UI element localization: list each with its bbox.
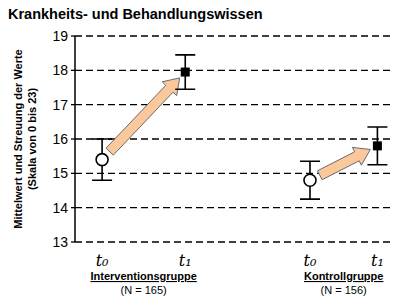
group-label: Kontrollgruppe <box>304 270 383 282</box>
group-size: (N = 156) <box>321 284 367 296</box>
title: Krankheits- und Behandlungswissen <box>8 6 263 22</box>
y-tick-label: 18 <box>52 62 68 78</box>
grid-line <box>75 70 390 71</box>
plot-area <box>92 55 387 199</box>
y-tick-label: 16 <box>52 131 68 147</box>
y-axis-label: Mittelwert und Streuung der Werte <box>12 49 24 228</box>
marker-circle <box>96 154 108 166</box>
y-tick-label: 17 <box>52 97 68 113</box>
error-bar <box>175 55 195 89</box>
arrow <box>318 147 371 179</box>
error-bar <box>92 139 112 180</box>
y-tick-label: 15 <box>52 165 68 181</box>
y-tick-label: 19 <box>52 28 68 44</box>
x-tick-label: t₁ <box>179 251 192 270</box>
marker-circle <box>304 174 316 186</box>
x-tick-label: t₀ <box>304 251 317 270</box>
grid-line <box>75 241 390 242</box>
marker-square <box>373 141 382 150</box>
x-tick-label: t₁ <box>371 251 384 270</box>
grid-line <box>75 35 390 36</box>
error-bar <box>367 127 387 165</box>
grid-line <box>75 207 390 208</box>
x-tick-label: t₀ <box>96 251 109 270</box>
y-axis <box>74 36 76 242</box>
chart: Krankheits- und Behandlungswissen Mittelw… <box>0 0 400 300</box>
error-bar <box>300 161 320 199</box>
y-tick-label: 14 <box>52 200 68 216</box>
marker-square <box>181 68 190 77</box>
group-label: Interventionsgruppe <box>90 270 196 282</box>
grid-line <box>75 104 390 105</box>
y-axis-label: (Skala von 0 bis 23) <box>26 88 38 190</box>
group-size: (N = 165) <box>121 284 167 296</box>
chart-container: Krankheits- und Behandlungswissen Mittelw… <box>0 0 400 300</box>
y-tick-label: 13 <box>52 234 68 250</box>
arrow <box>106 78 180 155</box>
grid-line <box>75 173 390 174</box>
